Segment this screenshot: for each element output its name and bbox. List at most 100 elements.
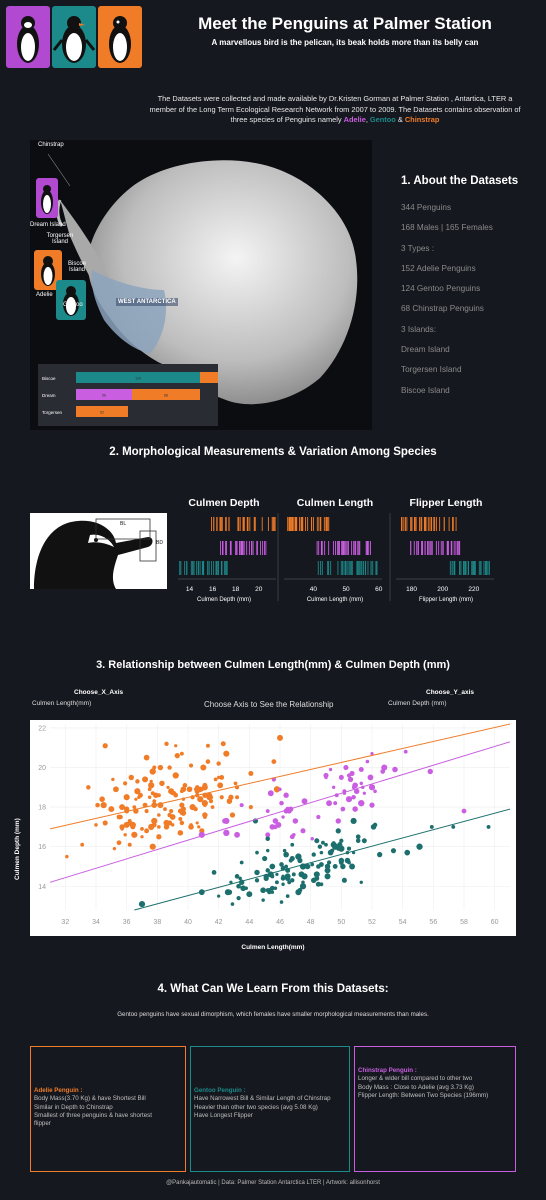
scatter-point xyxy=(148,823,155,830)
scatter-point xyxy=(163,807,167,811)
trend-line xyxy=(49,723,511,830)
scatter-point xyxy=(149,768,156,775)
scatter-point xyxy=(270,874,275,879)
scatter-point xyxy=(341,877,347,883)
scatter-point xyxy=(328,767,333,772)
x-tick-label: 34 xyxy=(92,919,100,926)
scatter-point xyxy=(151,817,158,825)
gentoo-penguin-icon xyxy=(56,280,86,320)
intro-last-prefix: three species of Penguins namely xyxy=(230,115,344,124)
trend-line xyxy=(49,741,511,883)
scatter-point xyxy=(347,776,354,783)
scatter-point xyxy=(223,817,230,825)
strip-tick-label: 40 xyxy=(310,586,318,593)
scatter-point xyxy=(332,785,336,789)
scatter-point xyxy=(140,826,144,831)
scatter-point xyxy=(248,770,254,776)
scatter-point xyxy=(180,810,187,816)
about-item: Biscoe Island xyxy=(401,385,450,395)
scatter-point xyxy=(283,851,289,858)
scatter-point xyxy=(194,785,200,790)
scatter-point xyxy=(219,795,224,800)
scatter-point xyxy=(186,786,193,793)
scatter-point xyxy=(113,786,119,793)
scatter-point xyxy=(315,881,321,887)
scatter-point xyxy=(310,862,315,867)
scatter-point xyxy=(230,902,235,906)
scatter-point xyxy=(169,809,174,814)
scatter-point xyxy=(265,832,271,838)
scatter-point xyxy=(216,761,221,766)
scatter-point xyxy=(157,764,164,771)
card-line: Longer & wider bill compared to other tw… xyxy=(358,1075,473,1083)
page-subtitle: A marvellous bird is the pelican, its be… xyxy=(211,38,479,47)
strip-tick-label: 18 xyxy=(232,586,240,593)
scatter-point xyxy=(372,822,378,828)
scatter-point xyxy=(65,854,69,859)
scatter-point xyxy=(123,821,130,828)
intro-line: The Datasets were collected and made ava… xyxy=(157,94,513,103)
scatter-point xyxy=(189,763,194,768)
scatter-point xyxy=(427,768,433,775)
scatter-point xyxy=(337,842,343,848)
scatter-point xyxy=(234,874,240,879)
scatter-point xyxy=(368,784,376,791)
scatter-point xyxy=(340,806,346,812)
diagram-label-bl: BL xyxy=(120,521,126,527)
scatter-point xyxy=(326,800,333,807)
learn-heading: 4. What Can We Learn From this Datasets: xyxy=(157,983,389,995)
scatter-point xyxy=(324,867,331,874)
scatter-point xyxy=(254,878,260,883)
morph-heading: 2. Morphological Measurements & Variatio… xyxy=(109,446,437,458)
scatter-point xyxy=(195,821,199,825)
scatter-point xyxy=(429,824,434,829)
scatter-point xyxy=(451,824,456,829)
scatter-point xyxy=(179,820,185,826)
intro-line: three species of Penguins namely Adelie,… xyxy=(230,115,440,124)
scatter-point xyxy=(144,828,150,834)
scatter-point xyxy=(123,833,127,837)
diagram-label-bd: BD xyxy=(156,540,163,546)
scatter-point xyxy=(80,842,85,847)
scatter-point xyxy=(352,806,358,812)
x-tick-label: 54 xyxy=(399,919,407,926)
scatter-point xyxy=(291,872,296,877)
y-axis-select[interactable]: Culmen Depth (mm) xyxy=(388,700,447,707)
y-tick-label: 14 xyxy=(38,884,46,891)
strip-tick-label: 220 xyxy=(468,586,479,593)
about-item: 3 Islands: xyxy=(401,324,437,334)
scatter-point xyxy=(182,783,188,788)
scatter-point xyxy=(94,823,98,827)
map-label-biscoe: Biscoe Island xyxy=(67,261,86,273)
scatter-point xyxy=(335,828,341,834)
scatter-point xyxy=(355,838,361,844)
card-line: Body Mass(3.70 Kg) & have Shortest Bill xyxy=(34,1095,146,1103)
species-amp: & xyxy=(395,115,405,124)
scatter-point xyxy=(236,895,241,901)
scatter-point xyxy=(239,860,244,865)
scatter-point xyxy=(273,886,278,891)
scatter-point xyxy=(351,785,356,790)
scatter-point xyxy=(298,871,305,878)
scatter-point xyxy=(248,805,253,810)
strip-tick-label: 20 xyxy=(255,586,263,593)
scatter-point xyxy=(152,799,157,804)
x-axis-select[interactable]: Culmen Length(mm) xyxy=(32,700,92,707)
scatter-point xyxy=(330,848,335,853)
scatter-point xyxy=(159,780,165,787)
map-label-west-antarctica: WEST ANTARCTICA xyxy=(116,298,178,306)
card-line: Have Longest Flipper xyxy=(194,1111,253,1119)
scatter-point xyxy=(140,835,144,839)
scatter-point xyxy=(99,796,105,802)
scatter-point xyxy=(246,891,253,898)
scatter-point xyxy=(390,848,397,854)
scatter-point xyxy=(86,785,91,790)
learn-note: Gentoo penguins have sexual dimorphism, … xyxy=(117,1011,429,1018)
scatter-point xyxy=(163,819,170,827)
scatter-point xyxy=(317,844,323,849)
map-label-gentoo: Gentoo xyxy=(63,302,83,308)
scatter-point xyxy=(219,775,225,780)
scatter-point xyxy=(347,846,351,851)
scatter-point xyxy=(235,795,240,800)
scatter-point xyxy=(112,846,117,851)
